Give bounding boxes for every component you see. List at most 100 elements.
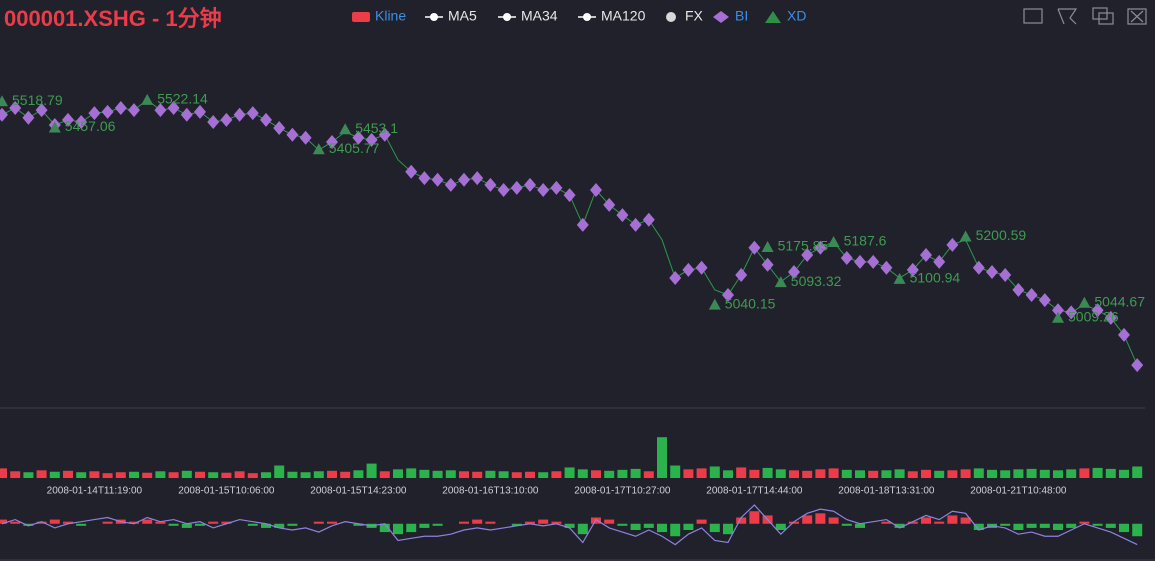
bar — [313, 471, 324, 478]
bi-marker — [537, 183, 550, 198]
bar — [10, 471, 21, 478]
x-tick-label: 2008-01-16T13:10:00 — [442, 486, 539, 497]
bar — [102, 473, 113, 478]
bar — [604, 470, 615, 478]
xd-marker — [959, 230, 972, 242]
bar — [815, 513, 826, 524]
xd-label: 5457.06 — [65, 118, 116, 134]
bi-marker — [194, 104, 206, 119]
bar — [934, 521, 945, 524]
zoom-back-tool[interactable] — [1057, 8, 1078, 25]
bar — [696, 519, 707, 524]
bar — [419, 523, 430, 528]
bar — [841, 523, 852, 526]
bar — [1092, 523, 1103, 526]
bar — [736, 517, 747, 524]
bar — [828, 517, 839, 524]
xd-label: 5518.79 — [12, 92, 63, 108]
bar — [1013, 523, 1024, 530]
bar — [274, 465, 285, 478]
bar — [406, 523, 417, 533]
bar — [406, 468, 417, 478]
bar — [340, 471, 351, 478]
bar — [538, 519, 549, 524]
bar — [1132, 466, 1143, 478]
bi-marker — [695, 260, 708, 275]
bi-marker — [510, 180, 523, 195]
bar — [1105, 523, 1116, 528]
bar — [749, 511, 760, 524]
bar — [49, 471, 60, 478]
bar — [973, 523, 984, 530]
bar — [802, 470, 813, 478]
bar — [1079, 468, 1090, 478]
bar — [1132, 523, 1143, 537]
bar — [762, 467, 773, 478]
bar — [881, 521, 892, 524]
x-tick-label: 2008-01-15T10:06:00 — [178, 486, 275, 497]
bar — [828, 468, 839, 478]
xd-marker — [141, 93, 154, 105]
bar — [261, 472, 271, 478]
bar — [657, 523, 667, 533]
bi-marker — [603, 197, 616, 212]
bar — [168, 472, 179, 478]
bar — [855, 523, 865, 528]
bi-marker — [682, 262, 695, 277]
legend-label: FX — [685, 8, 704, 24]
xd-label: 5405.77 — [329, 140, 380, 156]
bar — [960, 517, 971, 524]
bar — [234, 471, 245, 478]
legend-icon — [503, 13, 511, 21]
bi-marker — [669, 270, 682, 285]
bi-marker — [88, 106, 101, 121]
bi-marker — [642, 212, 655, 227]
bi-marker — [286, 127, 299, 142]
bi-marker — [418, 171, 431, 186]
bar — [327, 470, 337, 478]
bar — [789, 470, 799, 478]
bar — [511, 523, 522, 526]
bar — [630, 468, 641, 478]
restore-tool-back — [1098, 12, 1114, 25]
bar — [775, 469, 786, 478]
bi-marker — [378, 127, 391, 142]
bar — [577, 523, 588, 535]
bar — [683, 523, 694, 530]
bar — [155, 471, 166, 478]
x-tick-label: 2008-01-17T14:44:00 — [706, 486, 803, 497]
bar — [195, 523, 205, 526]
legend-label: MA5 — [448, 8, 477, 24]
bi-marker — [114, 100, 127, 115]
bi-marker — [801, 248, 814, 263]
bar — [921, 469, 931, 478]
xd-label: 5044.67 — [1094, 293, 1145, 309]
bar — [643, 523, 654, 528]
bi-marker — [1038, 293, 1051, 308]
bar — [181, 523, 192, 528]
bi-marker — [458, 172, 470, 187]
bar — [670, 465, 681, 478]
bar — [525, 471, 535, 478]
bar — [1066, 469, 1077, 478]
save-tool[interactable] — [1127, 8, 1147, 25]
bar — [300, 472, 311, 478]
bar — [643, 471, 654, 478]
bar — [749, 469, 760, 478]
bi-marker — [365, 132, 378, 147]
bi-marker — [260, 112, 272, 127]
bar — [723, 470, 733, 478]
bar — [1053, 470, 1063, 478]
zoom-tool[interactable] — [1023, 8, 1043, 24]
bar — [1079, 521, 1090, 524]
bar — [129, 521, 139, 524]
bar — [1053, 523, 1063, 530]
bi-marker — [207, 115, 220, 130]
bar — [657, 437, 667, 478]
bi-marker — [246, 106, 259, 121]
toolbox[interactable] — [1023, 7, 1147, 25]
bi-marker — [75, 115, 88, 130]
bi-marker — [735, 267, 748, 282]
bar — [142, 472, 153, 478]
bar — [525, 521, 535, 524]
